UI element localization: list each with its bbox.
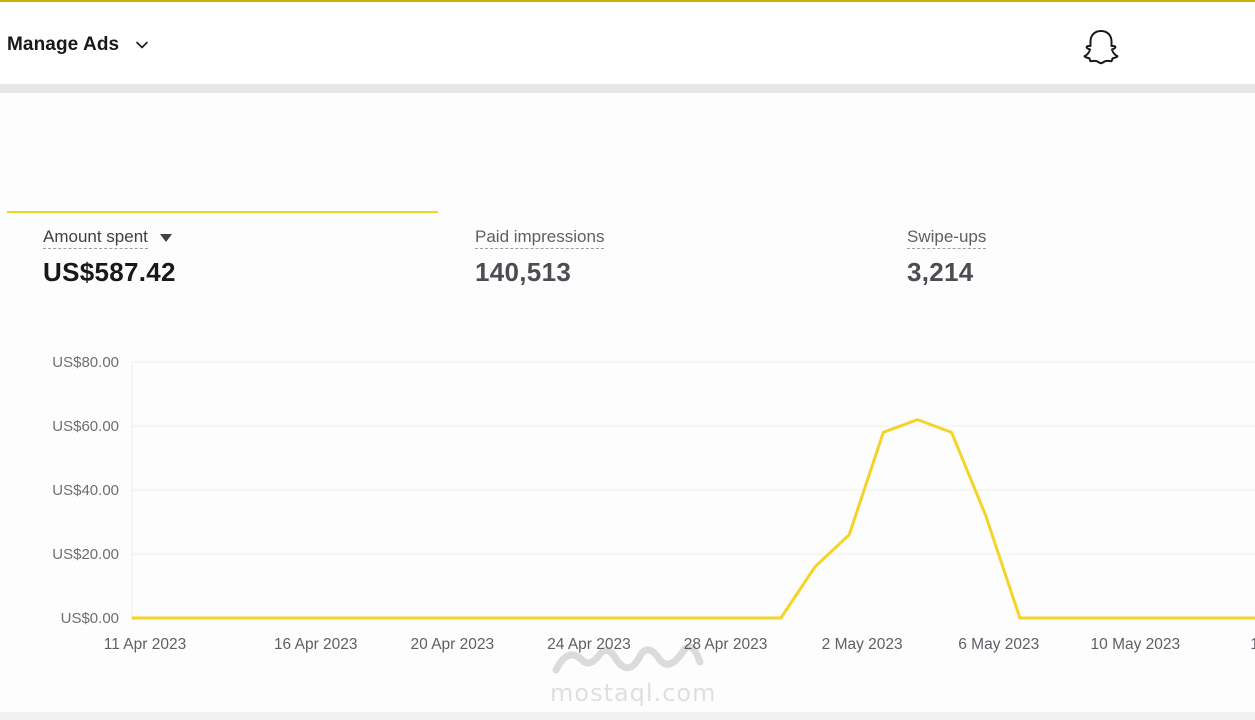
data-point[interactable] (131, 617, 133, 619)
metric-value: US$587.42 (43, 257, 176, 287)
top-accent-line (0, 0, 1255, 2)
manage-ads-menu[interactable]: Manage Ads (7, 34, 149, 56)
metric-amount-spent[interactable]: Amount spent US$587.42 (43, 227, 176, 288)
data-point[interactable] (814, 566, 816, 568)
data-point[interactable] (233, 617, 235, 619)
data-point[interactable] (336, 617, 338, 619)
data-point[interactable] (1019, 617, 1021, 619)
metric-label: Swipe-ups (907, 227, 987, 249)
data-point[interactable] (643, 617, 645, 619)
x-tick-label: 11 Apr 2023 (104, 636, 186, 653)
data-point[interactable] (609, 617, 611, 619)
metric-label: Amount spent (43, 227, 148, 249)
data-point[interactable] (746, 617, 748, 619)
line-chart: US$0.00 US$20.00 US$40.00 US$60.00 US$80.00 1… (52, 354, 1255, 653)
watermark-text: mostaql.com (550, 679, 717, 707)
data-point[interactable] (712, 617, 714, 619)
data-point[interactable] (404, 617, 406, 619)
data-point[interactable] (1156, 617, 1157, 619)
snapchat-ghost-icon[interactable] (1080, 26, 1122, 68)
y-tick-label: US$0.00 (61, 610, 119, 627)
series-line-amount-spent (132, 418, 1255, 620)
data-point[interactable] (438, 617, 440, 619)
data-point[interactable] (1224, 617, 1226, 619)
data-point[interactable] (268, 617, 270, 619)
active-metric-indicator (7, 211, 438, 213)
metric-value: 140,513 (475, 257, 572, 287)
x-tick-label: 28 Apr 2023 (684, 636, 768, 653)
y-tick-label: US$40.00 (52, 482, 119, 499)
data-point[interactable] (1190, 617, 1192, 619)
app-header: Manage Ads (0, 2, 1255, 84)
data-point[interactable] (199, 617, 201, 619)
x-tick-label: 14 Ma (1250, 636, 1255, 653)
metric-paid-impressions[interactable]: Paid impressions 140,513 (475, 227, 605, 288)
chevron-down-icon (135, 38, 149, 52)
metric-label: Paid impressions (475, 227, 605, 249)
data-point[interactable] (985, 515, 987, 517)
data-point[interactable] (370, 617, 372, 619)
data-point[interactable] (541, 617, 543, 619)
data-point[interactable] (473, 617, 474, 619)
data-point[interactable] (848, 534, 850, 536)
data-point[interactable] (302, 617, 304, 619)
data-point[interactable] (916, 419, 918, 421)
caret-down-icon[interactable] (159, 233, 172, 242)
y-tick-label: US$20.00 (52, 546, 119, 563)
data-point[interactable] (507, 617, 509, 619)
data-point[interactable] (1121, 617, 1123, 619)
data-point[interactable] (882, 431, 884, 433)
data-point[interactable] (575, 617, 577, 619)
data-point[interactable] (780, 617, 782, 619)
x-tick-label: 20 Apr 2023 (411, 636, 495, 653)
x-tick-label: 16 Apr 2023 (274, 636, 358, 653)
data-point[interactable] (165, 617, 167, 619)
data-point[interactable] (951, 431, 953, 433)
y-tick-label: US$80.00 (52, 355, 119, 371)
x-tick-label: 10 May 2023 (1091, 636, 1181, 653)
x-tick-label: 6 May 2023 (958, 636, 1039, 653)
data-point[interactable] (1087, 617, 1089, 619)
app-title: Manage Ads (7, 34, 120, 55)
spend-chart: US$0.00 US$20.00 US$40.00 US$60.00 US$80.00 1… (0, 354, 1255, 675)
bottom-strip (0, 712, 1255, 720)
data-point[interactable] (1053, 617, 1055, 619)
header-divider (0, 84, 1255, 93)
data-point[interactable] (677, 617, 679, 619)
metric-value: 3,214 (907, 257, 974, 287)
x-tick-label: 2 May 2023 (822, 636, 903, 653)
y-tick-label: US$60.00 (52, 418, 119, 435)
metric-swipe-ups[interactable]: Swipe-ups 3,214 (907, 227, 987, 288)
x-tick-label: 24 Apr 2023 (547, 636, 631, 653)
